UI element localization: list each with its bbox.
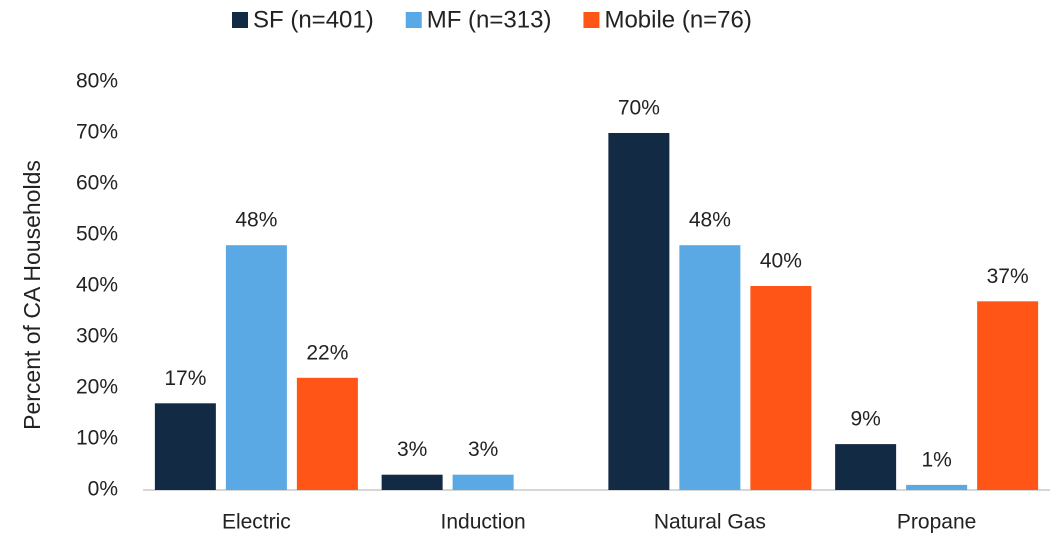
- bar: [452, 474, 514, 490]
- data-label: 3%: [468, 438, 498, 461]
- bar: [750, 286, 812, 490]
- legend-swatch: [583, 12, 600, 28]
- x-tick-label: Propane: [897, 511, 976, 534]
- data-label: 40%: [760, 250, 802, 273]
- data-label: 48%: [689, 209, 731, 232]
- legend-swatch: [232, 12, 248, 28]
- y-tick-label: 10%: [76, 427, 118, 450]
- bar: [608, 133, 670, 490]
- y-tick-label: 50%: [76, 223, 118, 246]
- data-label: 17%: [164, 367, 206, 390]
- bar: [977, 301, 1039, 490]
- x-tick-label: Natural Gas: [654, 511, 766, 534]
- y-tick-label: 40%: [76, 274, 118, 297]
- data-label: 1%: [921, 448, 951, 471]
- y-tick-label: 20%: [76, 376, 118, 399]
- data-label: 22%: [306, 341, 348, 364]
- legend-swatch: [405, 12, 422, 28]
- bar: [225, 245, 287, 490]
- bar: [296, 377, 358, 490]
- bar: [906, 484, 968, 490]
- y-tick-label: 60%: [76, 172, 118, 195]
- bar: [835, 444, 897, 490]
- data-label: 37%: [987, 265, 1029, 288]
- y-tick-label: 70%: [76, 121, 118, 144]
- y-tick-label: 80%: [76, 70, 118, 93]
- legend-label: Mobile (n=76): [604, 6, 751, 33]
- data-label: 70%: [618, 97, 660, 120]
- y-tick-label: 0%: [88, 478, 118, 501]
- legend-label: MF (n=313): [427, 6, 552, 33]
- data-label: 9%: [850, 408, 880, 431]
- bar: [679, 245, 741, 490]
- legend: SF (n=401) MF (n=313) Mobile (n=76): [232, 6, 752, 33]
- legend-label: SF (n=401): [253, 6, 374, 33]
- data-label: 48%: [235, 209, 277, 232]
- x-tick-label: Induction: [441, 511, 526, 534]
- bar: [154, 403, 216, 490]
- x-tick-label: Electric: [222, 511, 291, 534]
- y-axis-title: Percent of CA Households: [19, 160, 45, 430]
- y-tick-label: 30%: [76, 325, 118, 348]
- bar: [381, 474, 443, 490]
- data-label: 3%: [397, 438, 427, 461]
